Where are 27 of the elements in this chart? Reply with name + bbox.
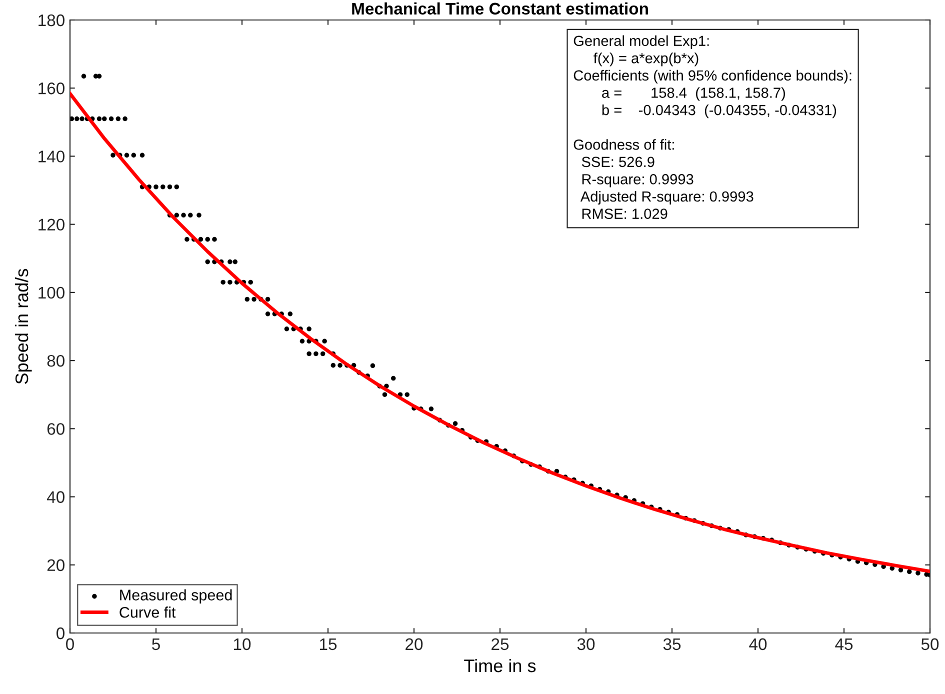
y-axis-title: Speed in rad/s [14,268,32,384]
x-tick-label: 25 [492,638,509,650]
legend-label: Curve fit [120,606,176,618]
chart-title: Mechanical Time Constant estimation [352,2,648,15]
y-tick-label: 160 [38,82,64,94]
x-tick-label: 10 [234,638,251,650]
y-tick-label: 80 [47,354,64,367]
text: General model Exp1: f(x) = a*exp(b*x) Coefficients (with 95% confidence bounds): a = 158.4 (158.1, 158.7) b = -0.04343 (-0.04355, -0.04331) Goodness of fit: SSE: 526.9 R-square: 0.9993 Adjusted R-square: 0.9993 RMSE: 1.029 [574,35,852,219]
x-tick-label: 5 [152,638,160,650]
x-axis-title: Time in s [464,658,536,672]
y-tick-label: 100 [38,286,64,299]
x-tick-label: 0 [66,638,74,650]
x-tick-label: 50 [921,638,939,650]
y-tick-label: 120 [38,218,64,231]
y-tick-label: 140 [38,150,64,162]
y-tick-label: 180 [38,14,64,26]
y-tick-label: 60 [47,423,64,435]
x-tick-label: 35 [663,638,681,650]
y-tick-label: 0 [56,627,64,640]
x-tick-label: 45 [835,638,853,650]
y-tick-label: 40 [46,491,64,503]
legend-label: Measured speed [120,589,232,604]
y-tick-label: 20 [47,559,64,572]
x-tick-label: 40 [749,638,767,650]
x-tick-label: 20 [406,638,423,650]
x-tick-label: 15 [320,638,337,650]
x-tick-label: 30 [577,638,595,650]
